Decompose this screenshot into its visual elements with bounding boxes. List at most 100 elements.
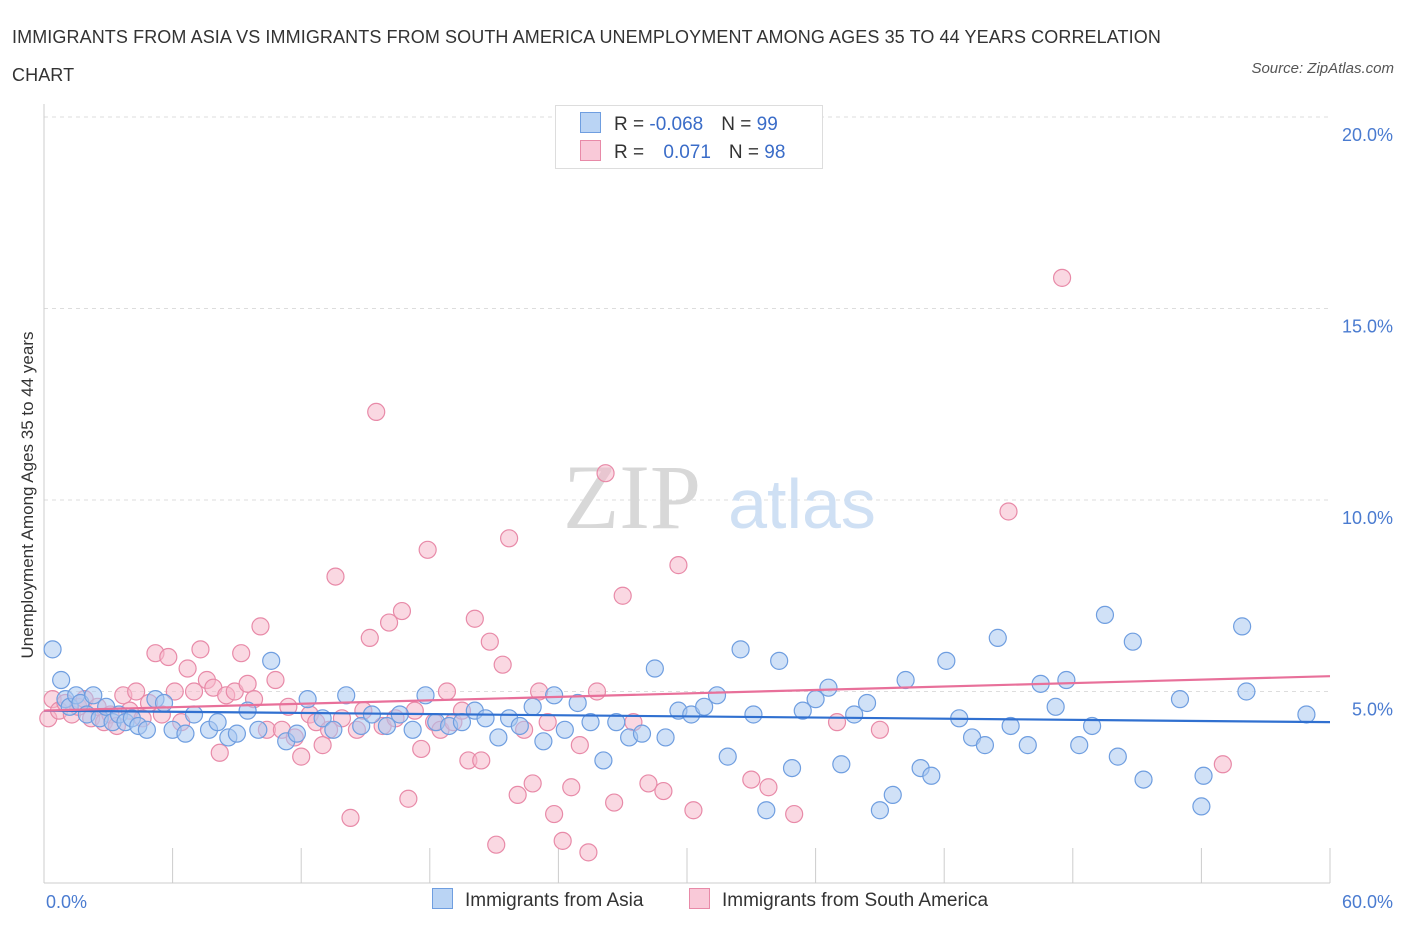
data-point — [184, 705, 204, 724]
data-point — [227, 724, 246, 743]
data-point — [896, 670, 915, 690]
watermark-atlas: atlas — [728, 465, 876, 543]
data-point — [508, 785, 527, 805]
data-point — [757, 801, 776, 820]
y-tick-label: 5.0% — [1352, 700, 1393, 720]
data-point — [707, 686, 727, 705]
data-point — [870, 801, 890, 820]
data-point — [1194, 766, 1213, 785]
data-point — [523, 774, 542, 793]
data-point — [298, 690, 317, 709]
data-point — [832, 755, 851, 774]
data-point — [510, 716, 529, 736]
data-point — [581, 713, 600, 732]
watermark: ZIP atlas — [563, 446, 876, 548]
asia-n-value: 99 — [756, 114, 778, 135]
data-point — [785, 804, 804, 824]
data-point — [251, 617, 270, 636]
data-point — [534, 732, 553, 751]
data-point — [1095, 605, 1115, 625]
data-point — [287, 724, 307, 743]
watermark-zip: ZIP — [563, 446, 701, 548]
data-point — [392, 601, 412, 621]
data-point — [1192, 797, 1211, 816]
data-point — [191, 640, 210, 659]
data-point — [570, 736, 589, 755]
data-point — [489, 728, 508, 747]
data-point — [487, 835, 506, 854]
data-point — [412, 739, 431, 759]
data-point — [137, 720, 156, 739]
data-point — [988, 628, 1007, 647]
grid-lines — [44, 116, 1330, 692]
data-point — [399, 789, 418, 808]
series-south-america — [39, 268, 1232, 862]
data-point — [377, 716, 397, 736]
data-point — [176, 724, 195, 743]
asia-n-label: N = — [721, 114, 757, 135]
data-point — [613, 586, 632, 605]
data-point — [1123, 632, 1142, 651]
chart-title: IMMIGRANTS FROM ASIA VS IMMIGRANTS FROM … — [12, 27, 1161, 85]
data-point — [607, 713, 626, 732]
data-point — [695, 697, 714, 716]
data-point — [827, 713, 847, 732]
data-point — [1170, 690, 1190, 709]
data-point — [84, 686, 103, 705]
data-point — [744, 705, 763, 724]
south-america-swatch — [580, 140, 601, 161]
data-point — [178, 659, 197, 678]
data-point — [379, 613, 399, 632]
data-point — [480, 632, 499, 651]
data-point — [279, 697, 298, 716]
data-point — [523, 697, 542, 716]
data-point — [326, 567, 345, 586]
data-point — [684, 801, 703, 820]
axes — [43, 104, 1331, 884]
data-point — [545, 686, 564, 705]
data-point — [184, 682, 204, 701]
x-tick-label: 0.0% — [46, 892, 87, 912]
data-point — [654, 781, 673, 801]
data-point — [403, 720, 422, 739]
data-point — [472, 751, 491, 770]
data-point — [337, 686, 356, 705]
data-point — [437, 682, 457, 701]
asia-swatch — [580, 112, 601, 133]
data-point — [819, 678, 838, 697]
data-point — [154, 693, 174, 713]
data-point — [1213, 755, 1232, 774]
data-point — [238, 674, 257, 693]
y-tick-label: 20.0% — [1342, 125, 1393, 145]
data-point — [360, 628, 379, 647]
data-point — [596, 464, 615, 483]
bottom-sa-label: Immigrants from South America — [722, 890, 989, 911]
data-point — [579, 843, 598, 862]
data-point — [594, 751, 613, 770]
data-point — [313, 736, 332, 755]
data-point — [545, 804, 564, 824]
data-point — [262, 651, 281, 670]
data-point — [418, 540, 437, 559]
data-point — [52, 670, 71, 690]
data-point — [165, 682, 184, 701]
data-point — [645, 659, 664, 678]
data-point — [568, 693, 587, 713]
data-point — [1001, 716, 1020, 736]
data-point — [127, 682, 146, 701]
bottom-legend-south-america: Immigrants from South America — [689, 888, 988, 914]
data-point — [632, 724, 652, 743]
data-point — [870, 720, 890, 739]
data-point — [883, 785, 902, 805]
data-point — [731, 640, 750, 659]
data-point — [538, 713, 557, 732]
sa-r-label: R = — [614, 142, 650, 163]
asia-r-label: R = — [614, 114, 650, 135]
y-axis-label: Unemployment Among Ages 35 to 44 years — [18, 332, 37, 659]
data-point — [1233, 617, 1252, 636]
data-point — [367, 402, 386, 422]
data-point — [1057, 670, 1076, 690]
data-point — [1297, 705, 1316, 724]
data-point — [500, 529, 519, 548]
data-point — [1134, 770, 1153, 789]
